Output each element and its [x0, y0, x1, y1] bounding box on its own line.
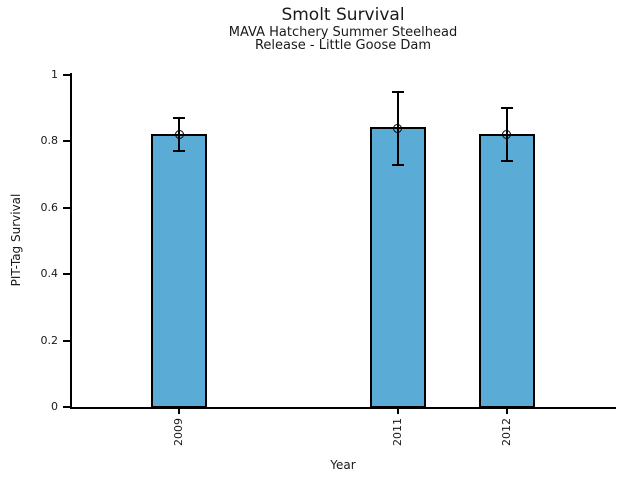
y-tick-label: 0.8 — [40, 134, 59, 148]
chart-subtitle-line2: Release - Little Goose Dam — [254, 38, 432, 53]
bar — [369, 127, 426, 408]
x-tick-label: 2012 — [499, 418, 513, 446]
x-tick — [396, 408, 399, 414]
y-tick-label: 0 — [51, 400, 58, 413]
y-tick — [63, 140, 70, 143]
chart-subtitle-line1: MAVA Hatchery Summer Steelhead — [228, 25, 458, 40]
x-tick-label: 2009 — [172, 418, 186, 446]
y-tick-label: 0.4 — [40, 267, 59, 281]
bar — [151, 133, 208, 408]
error-bar-cap-top — [500, 107, 513, 110]
x-axis-label: Year — [330, 458, 356, 472]
x-tick — [178, 408, 181, 414]
y-tick-label: 0.2 — [40, 333, 59, 347]
data-point-marker — [502, 130, 512, 140]
error-bar-cap-top — [391, 90, 404, 93]
chart-title: Smolt Survival — [281, 5, 405, 25]
x-tick-label: 2011 — [390, 418, 404, 446]
error-bar-cap-bottom — [391, 163, 404, 166]
y-tick-label: 1 — [51, 68, 58, 81]
error-bar-cap-bottom — [173, 150, 186, 153]
error-bar-cap-top — [173, 117, 186, 120]
error-bar-cap-bottom — [500, 160, 513, 163]
y-tick — [63, 206, 70, 209]
y-tick — [63, 74, 70, 76]
x-axis-line — [70, 407, 616, 409]
y-tick — [63, 273, 70, 276]
x-tick — [505, 408, 508, 414]
y-tick — [63, 406, 70, 408]
y-tick-label: 0.6 — [40, 200, 59, 214]
y-axis-label: PIT-Tag Survival — [9, 193, 23, 287]
bar — [478, 133, 535, 408]
data-point-marker — [393, 123, 403, 133]
data-point-marker — [174, 130, 184, 140]
y-tick — [63, 339, 70, 342]
y-axis-line — [70, 73, 72, 409]
